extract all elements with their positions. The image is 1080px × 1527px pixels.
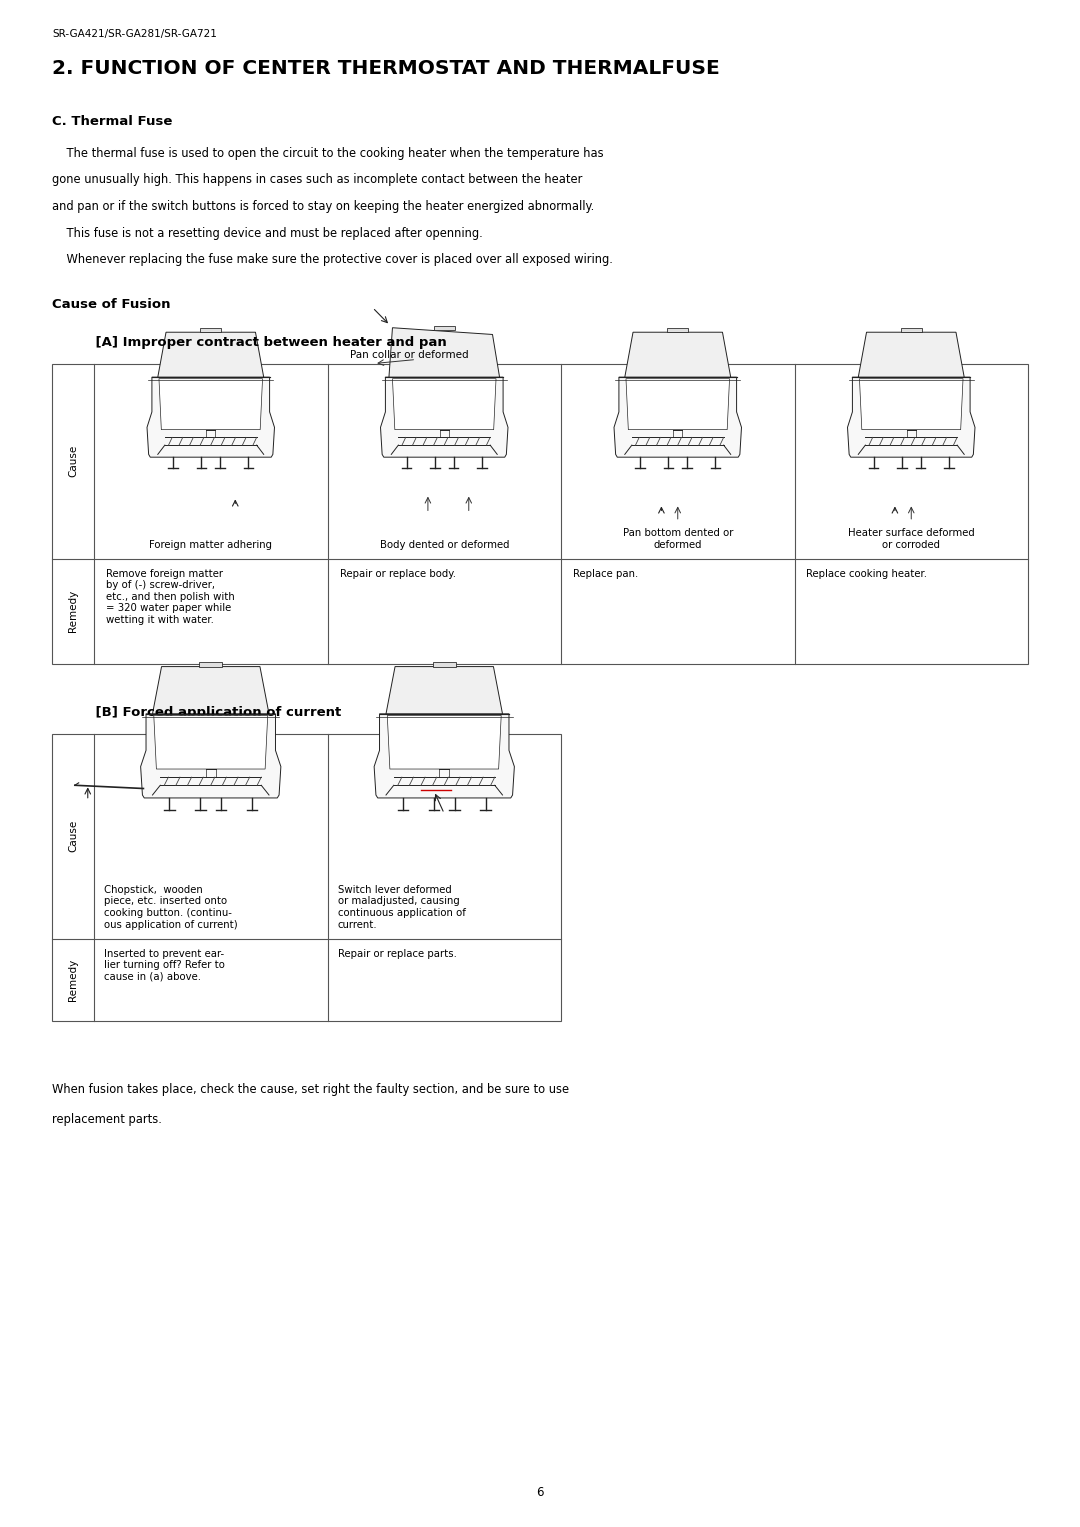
Polygon shape <box>615 377 742 457</box>
Text: Pan collar or deformed: Pan collar or deformed <box>350 350 469 359</box>
Text: C. Thermal Fuse: C. Thermal Fuse <box>52 115 173 128</box>
Text: Inserted to prevent ear-
lier turning off? Refer to
cause in (a) above.: Inserted to prevent ear- lier turning of… <box>104 948 225 982</box>
Bar <box>667 328 688 333</box>
Text: Chopstick,  wooden
piece, etc. inserted onto
cooking button. (continu-
ous appli: Chopstick, wooden piece, etc. inserted o… <box>104 884 238 930</box>
Text: replacement parts.: replacement parts. <box>52 1113 162 1125</box>
Polygon shape <box>388 716 501 770</box>
Polygon shape <box>140 713 281 799</box>
Bar <box>434 325 455 330</box>
Text: Cause of Fusion: Cause of Fusion <box>52 298 171 310</box>
Text: Whenever replacing the fuse make sure the protective cover is placed over all ex: Whenever replacing the fuse make sure th… <box>52 253 612 266</box>
Text: Replace cooking heater.: Replace cooking heater. <box>807 568 928 579</box>
Text: SR-GA421/SR-GA281/SR-GA721: SR-GA421/SR-GA281/SR-GA721 <box>52 29 217 40</box>
Text: Body dented or deformed: Body dented or deformed <box>379 539 509 550</box>
Polygon shape <box>147 377 274 457</box>
Bar <box>200 328 221 333</box>
Polygon shape <box>158 333 264 377</box>
Polygon shape <box>625 333 731 377</box>
Text: This fuse is not a resetting device and must be replaced after openning.: This fuse is not a resetting device and … <box>52 226 483 240</box>
Text: Remedy: Remedy <box>68 589 78 632</box>
Text: Cause: Cause <box>68 444 78 476</box>
Bar <box>901 328 922 333</box>
Bar <box>199 663 222 667</box>
Text: Remove foreign matter
by of (-) screw-driver,
etc., and then polish with
= 320 w: Remove foreign matter by of (-) screw-dr… <box>106 568 234 625</box>
Bar <box>433 663 456 667</box>
Text: 2. FUNCTION OF CENTER THERMOSTAT AND THERMALFUSE: 2. FUNCTION OF CENTER THERMOSTAT AND THE… <box>52 60 719 78</box>
Polygon shape <box>860 379 963 429</box>
Text: 6: 6 <box>537 1486 543 1500</box>
Polygon shape <box>848 377 975 457</box>
Text: Repair or replace body.: Repair or replace body. <box>339 568 456 579</box>
Bar <box>52 363 1028 664</box>
Polygon shape <box>380 377 508 457</box>
Polygon shape <box>159 379 262 429</box>
Text: Replace pan.: Replace pan. <box>573 568 638 579</box>
Text: Repair or replace parts.: Repair or replace parts. <box>337 948 457 959</box>
Polygon shape <box>392 379 496 429</box>
Text: Pan bottom dented or
deformed: Pan bottom dented or deformed <box>622 528 733 550</box>
Text: Remedy: Remedy <box>68 959 78 1000</box>
Text: When fusion takes place, check the cause, set right the faulty section, and be s: When fusion takes place, check the cause… <box>52 1083 569 1095</box>
Text: gone unusually high. This happens in cases such as incomplete contact between th: gone unusually high. This happens in cas… <box>52 174 582 186</box>
Text: [B] Forced application of current: [B] Forced application of current <box>77 705 341 719</box>
Polygon shape <box>389 328 500 377</box>
Text: Switch lever deformed
or maladjusted, causing
continuous application of
current.: Switch lever deformed or maladjusted, ca… <box>337 884 465 930</box>
Polygon shape <box>153 716 268 770</box>
Bar <box>52 733 561 1020</box>
Polygon shape <box>152 667 269 713</box>
Polygon shape <box>374 713 514 799</box>
Text: and pan or if the switch buttons is forced to stay on keeping the heater energiz: and pan or if the switch buttons is forc… <box>52 200 594 212</box>
Text: Cause: Cause <box>68 820 78 852</box>
Text: [A] Improper contract between heater and pan: [A] Improper contract between heater and… <box>77 336 447 348</box>
Polygon shape <box>859 333 964 377</box>
Polygon shape <box>626 379 729 429</box>
Text: Heater surface deformed
or corroded: Heater surface deformed or corroded <box>848 528 974 550</box>
Text: Foreign matter adhering: Foreign matter adhering <box>149 539 272 550</box>
Text: The thermal fuse is used to open the circuit to the cooking heater when the temp: The thermal fuse is used to open the cir… <box>52 147 604 160</box>
Polygon shape <box>386 667 502 713</box>
